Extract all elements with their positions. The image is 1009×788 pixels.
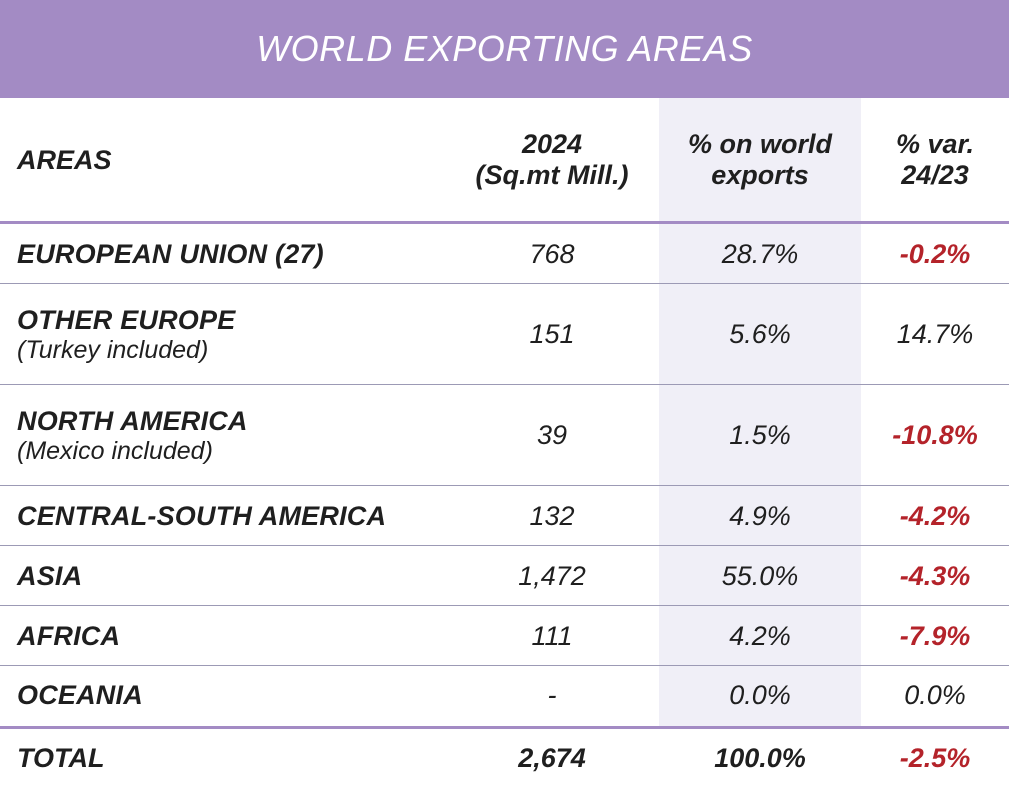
total-label: TOTAL (17, 743, 105, 773)
world-share: 1.5% (729, 420, 791, 450)
area-note: (Mexico included) (17, 436, 213, 465)
yearly-variation: -4.2% (899, 500, 971, 531)
row-divider (0, 545, 1009, 546)
world-share: 4.2% (729, 620, 791, 651)
area-note: (Turkey included) (17, 335, 209, 364)
table-row: EUROPEAN UNION (27) 768 28.7% -0.2% (0, 224, 1009, 284)
area-name: EUROPEAN UNION (27) (17, 238, 324, 269)
area-cell: NORTH AMERICA (Mexico included) (17, 385, 457, 486)
area-cell: OTHER EUROPE (Turkey included) (17, 284, 457, 385)
total-value: 2,674 (518, 743, 586, 773)
world-share: 5.6% (729, 319, 791, 349)
area-name: OCEANIA (17, 680, 143, 710)
row-divider (0, 485, 1009, 486)
area-cell: ASIA (17, 546, 457, 606)
yearly-variation: -7.9% (899, 620, 971, 651)
table-row: ASIA 1,472 55.0% -4.3% (0, 546, 1009, 606)
header-areas: AREAS (17, 144, 112, 175)
header-variation: % var. 24/23 (861, 98, 1009, 222)
row-divider (0, 384, 1009, 385)
header-share-line1: % on world (688, 129, 832, 159)
header-divider (0, 221, 1009, 224)
export-volume: 39 (536, 420, 568, 450)
export-volume: 132 (529, 500, 575, 531)
table-row: AFRICA 111 4.2% -7.9% (0, 606, 1009, 666)
table-row: CENTRAL-SOUTH AMERICA 132 4.9% -4.2% (0, 486, 1009, 546)
header-share-line2: exports (711, 160, 809, 190)
export-volume: 111 (531, 620, 573, 651)
area-name: NORTH AMERICA (17, 405, 248, 436)
export-volume: 768 (529, 238, 575, 269)
total-variation: -2.5% (899, 743, 971, 773)
shaded-share-column (659, 98, 861, 728)
header-var-line1: % var. (895, 129, 975, 159)
total-share: 100.0% (714, 743, 806, 773)
table-row: OTHER EUROPE (Turkey included) 151 5.6% 14.7… (0, 284, 1009, 385)
area-name: ASIA (17, 560, 83, 591)
export-volume: 151 (529, 319, 575, 349)
yearly-variation: 0.0% (904, 680, 966, 710)
area-name: CENTRAL-SOUTH AMERICA (17, 500, 387, 531)
header-year-unit: (Sq.mt Mill.) (475, 160, 629, 190)
table-title: WORLD EXPORTING AREAS (0, 0, 1009, 98)
area-cell: CENTRAL-SOUTH AMERICA (17, 486, 457, 546)
yearly-variation: -4.3% (899, 560, 971, 591)
header-2024: 2024 (Sq.mt Mill.) (452, 98, 652, 222)
row-divider (0, 283, 1009, 284)
world-share: 4.9% (729, 500, 791, 531)
table-row: NORTH AMERICA (Mexico included) 39 1.5% -10.… (0, 385, 1009, 486)
yearly-variation: -0.2% (899, 238, 971, 269)
export-volume: - (547, 680, 557, 710)
row-divider (0, 665, 1009, 666)
yearly-variation: -10.8% (892, 420, 978, 450)
export-volume: 1,472 (518, 560, 586, 591)
area-cell: AFRICA (17, 606, 457, 666)
area-cell: EUROPEAN UNION (27) (17, 224, 457, 284)
total-divider (0, 726, 1009, 729)
world-share: 28.7% (721, 238, 799, 269)
header-var-line2: 24/23 (901, 160, 969, 190)
header-share: % on world exports (659, 98, 861, 222)
yearly-variation: 14.7% (896, 319, 974, 349)
world-share: 55.0% (721, 560, 799, 591)
area-name: OTHER EUROPE (17, 304, 236, 335)
area-name: AFRICA (17, 620, 121, 651)
world-share: 0.0% (729, 680, 791, 710)
header-year: 2024 (521, 129, 583, 159)
table-row: OCEANIA - 0.0% 0.0% (0, 666, 1009, 725)
total-row: TOTAL 2,674 100.0% -2.5% (0, 729, 1009, 788)
area-cell: OCEANIA (17, 666, 457, 725)
row-divider (0, 605, 1009, 606)
